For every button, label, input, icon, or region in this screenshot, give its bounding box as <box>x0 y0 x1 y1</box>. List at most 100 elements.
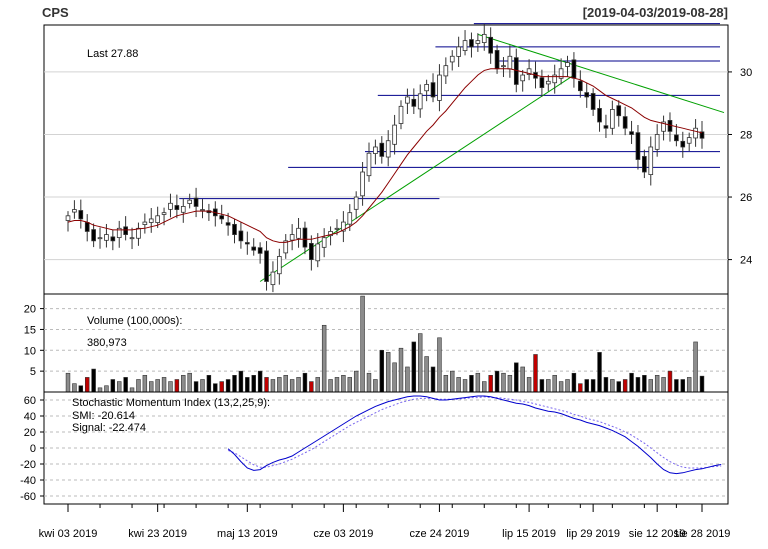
volume-bar <box>84 377 90 393</box>
volume-bar <box>603 377 609 393</box>
candle-body <box>84 222 90 232</box>
x-axis: kwi 03 2019 kwi 23 2019 maj 13 2019 cze 03 … <box>39 504 730 540</box>
volume-bar <box>251 375 256 393</box>
volume-bar <box>129 387 135 393</box>
price-candles <box>65 23 705 293</box>
candle-body <box>296 227 301 239</box>
volume-bar <box>193 381 199 393</box>
volume-bar <box>379 349 385 393</box>
volume-bar <box>462 379 468 393</box>
x-tick-label: kwi 03 2019 <box>39 528 98 540</box>
candle-body <box>315 243 321 262</box>
candle-body <box>385 140 391 158</box>
smi-y-tick-label: 0 <box>30 443 36 455</box>
volume-bar <box>309 381 314 393</box>
candle-body <box>219 215 225 220</box>
smi-y-ticks: -60 -40 -20 0 20 40 60 <box>20 395 44 503</box>
volume-bar <box>392 362 397 393</box>
volume-bar <box>456 377 461 393</box>
candle-body <box>244 242 250 245</box>
moving-average-line <box>67 68 703 243</box>
x-tick-label: sie 12 2019 <box>629 528 686 540</box>
candle-body <box>180 206 186 213</box>
volume-bar <box>91 368 96 393</box>
candle-body <box>635 132 641 160</box>
volume-bar <box>686 377 692 393</box>
volume-bar <box>296 377 301 393</box>
candle-body <box>501 65 506 68</box>
candle-body <box>545 80 551 85</box>
volume-bar <box>469 375 474 393</box>
volume-bar <box>219 381 224 393</box>
smi-grid <box>44 399 728 497</box>
volume-bar <box>494 370 500 393</box>
candle-body <box>622 116 628 129</box>
volume-bar <box>155 379 160 393</box>
x-tick-label: cze 24 2019 <box>409 528 469 540</box>
volume-bar <box>65 372 71 393</box>
candle-body <box>110 236 116 242</box>
volume-bar <box>648 379 653 393</box>
candle-body <box>661 121 666 132</box>
smi-value-label: SMI: -20.614 <box>72 410 135 422</box>
chart-range: [2019-04-03/2019-08-28] <box>583 5 728 20</box>
candle-body <box>488 36 493 54</box>
smi-y-tick-label: 20 <box>24 427 36 439</box>
volume-bar <box>347 377 352 393</box>
volume-bar <box>321 324 327 393</box>
candle-body <box>328 231 333 237</box>
volume-bars <box>65 295 705 393</box>
candle-body <box>65 215 71 221</box>
volume-bar <box>328 379 333 393</box>
volume-bar <box>642 375 647 393</box>
volume-bar <box>353 370 359 393</box>
smi-panel: -60 -40 -20 0 20 40 60 Stochastic Momentum Ind… <box>20 391 729 505</box>
volume-bar <box>232 375 237 393</box>
volume-bar <box>142 375 148 393</box>
volume-bar <box>571 372 577 393</box>
volume-bar <box>373 379 378 393</box>
candle-body <box>520 74 526 82</box>
volume-bar <box>289 379 295 393</box>
candle-body <box>193 197 199 207</box>
volume-y-tick-label: 10 <box>24 345 36 357</box>
candle-body <box>456 46 461 57</box>
volume-bar <box>629 372 634 393</box>
volume-bar <box>136 379 141 393</box>
volume-bar <box>117 381 122 393</box>
candle-body <box>334 227 340 230</box>
smi-y-tick-label: 60 <box>24 395 36 407</box>
candle-body <box>590 93 596 110</box>
volume-bar <box>360 295 365 393</box>
chart-title: CPS <box>42 5 69 20</box>
candle-body <box>616 105 622 117</box>
candle-body <box>104 234 109 241</box>
volume-bar <box>482 381 487 393</box>
candle-body <box>475 40 481 44</box>
volume-bar <box>385 352 391 393</box>
volume-bar <box>245 377 250 393</box>
smi-line <box>227 395 722 475</box>
volume-bar <box>635 377 641 393</box>
candle-body <box>78 210 84 220</box>
volume-bar <box>507 375 513 393</box>
volume-bar <box>450 370 455 393</box>
candle-body <box>392 124 397 145</box>
candle-body <box>200 209 205 211</box>
candle-body <box>225 222 231 226</box>
candle-body <box>347 212 353 225</box>
volume-bar <box>526 377 532 393</box>
volume-bar <box>334 377 340 393</box>
candle-body <box>161 212 167 215</box>
candle-body <box>558 68 564 79</box>
candle-body <box>155 215 160 223</box>
x-tick-label: lip 15 2019 <box>502 528 556 540</box>
volume-bar <box>398 347 404 393</box>
candle-body <box>174 205 180 210</box>
candle-body <box>571 59 577 79</box>
volume-y-tick-label: 15 <box>24 324 36 336</box>
candle-body <box>187 199 192 204</box>
candle-body <box>353 196 359 210</box>
candle-body <box>97 237 103 240</box>
